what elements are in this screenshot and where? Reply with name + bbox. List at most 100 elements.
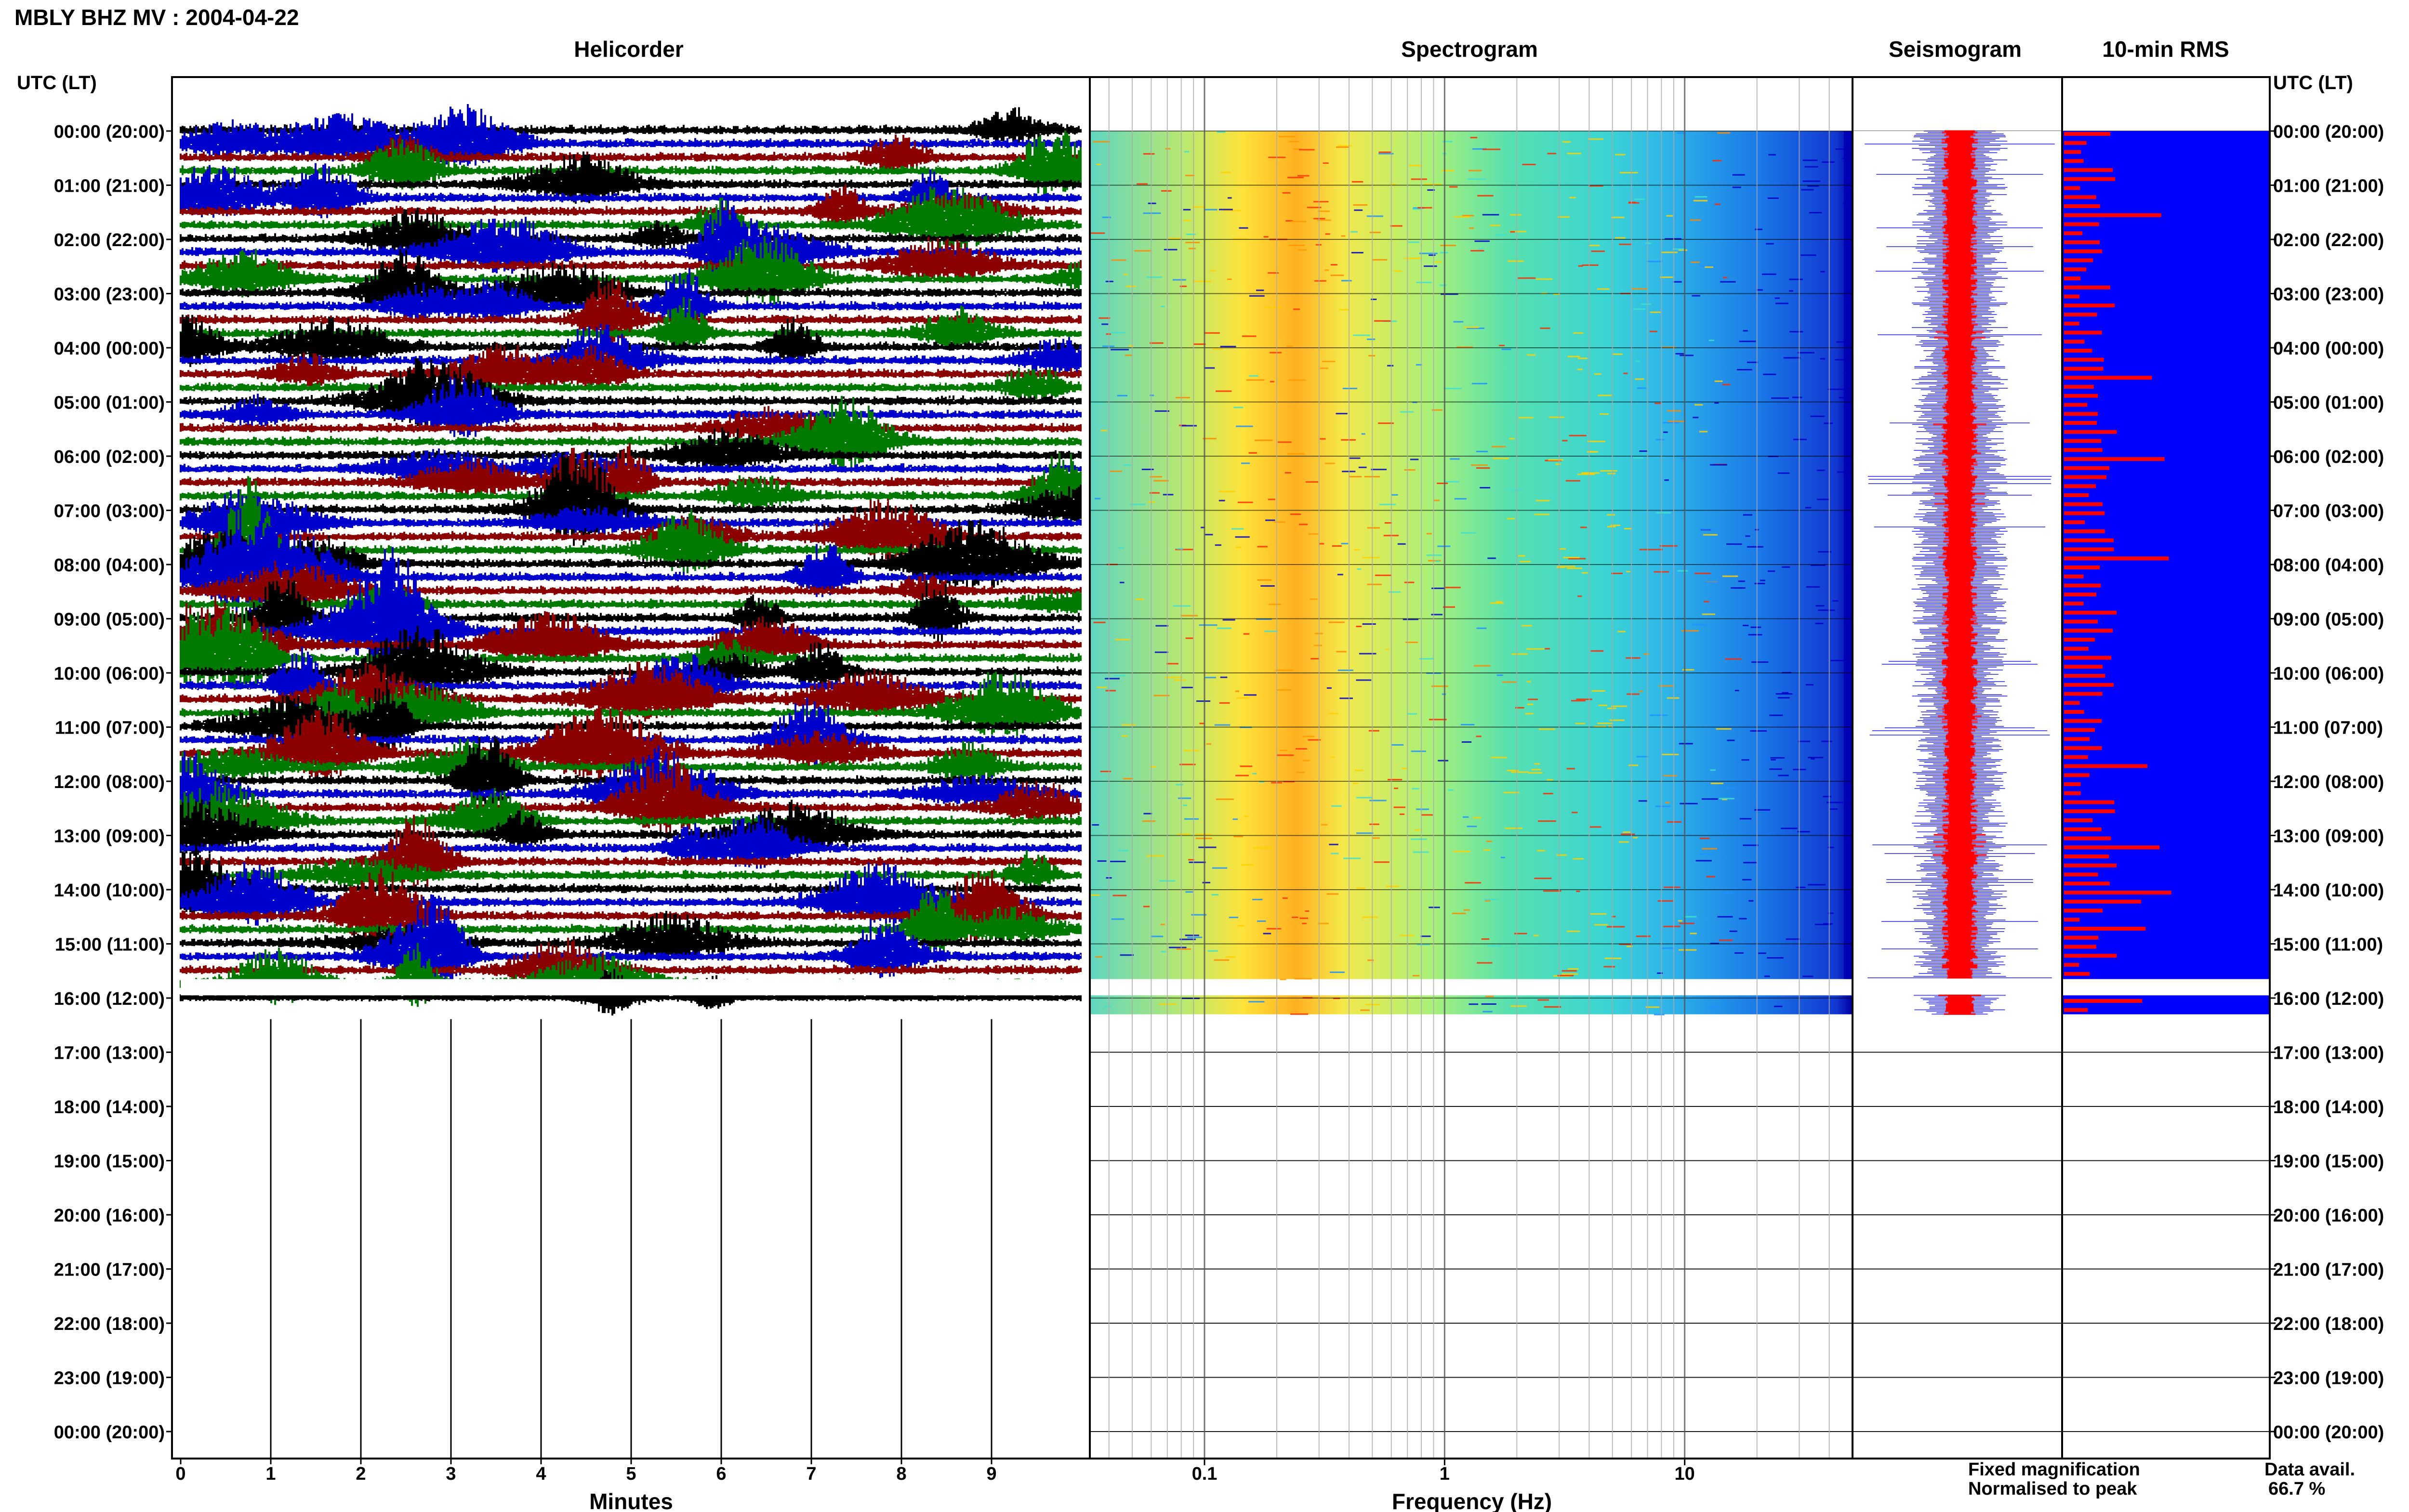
helicorder-speckle	[671, 751, 673, 752]
helicorder-speckle	[472, 499, 474, 500]
helicorder-speckle	[227, 433, 229, 434]
spectrogram-streak	[1385, 648, 1390, 650]
spectrogram-streak	[1607, 473, 1615, 474]
helicorder-speckle	[473, 243, 475, 244]
spectrogram-streak	[1416, 364, 1422, 366]
helicorder-speckle	[448, 200, 450, 202]
helicorder-speckle	[572, 317, 574, 319]
helicorder-speckle	[753, 519, 755, 520]
helicorder-speckle	[480, 587, 482, 589]
helicorder-speckle	[245, 606, 247, 608]
helicorder-speckle	[620, 912, 622, 914]
spectrogram-streak	[1310, 658, 1319, 660]
helicorder-speckle	[265, 443, 266, 444]
helicorder-speckle	[961, 419, 963, 420]
helicorder-speckle	[1014, 727, 1016, 728]
spectrogram-streak	[1667, 821, 1682, 823]
helicorder-speckle	[1011, 678, 1013, 679]
spectrogram-streak	[1359, 653, 1377, 655]
helicorder-speckle	[629, 626, 631, 628]
spectrogram-streak	[1798, 740, 1811, 742]
spectrogram-streak	[1832, 600, 1839, 602]
helicorder-speckle	[372, 355, 374, 356]
helicorder-speckle	[440, 406, 442, 408]
spectrogram-streak	[1562, 440, 1568, 442]
helicorder-speckle	[376, 171, 378, 172]
spectrogram-streak	[1518, 555, 1525, 557]
helicorder-speckle	[435, 201, 437, 203]
spectrogram-streak	[1482, 1011, 1493, 1012]
spectrogram-streak	[1814, 923, 1831, 925]
helicorder-speckle	[848, 669, 850, 671]
helicorder-speckle	[724, 842, 726, 844]
spectrogram-streak	[1352, 782, 1359, 784]
spectrogram-streak	[1183, 209, 1191, 210]
spectrogram-streak	[1534, 513, 1550, 515]
spectrogram-streak	[1664, 886, 1681, 888]
helicorder-speckle	[301, 133, 303, 134]
helicorder-speckle	[579, 402, 581, 404]
helicorder-speckle	[891, 492, 893, 493]
helicorder-speckle	[777, 158, 779, 160]
spectrogram-streak	[1771, 397, 1789, 399]
helicorder-speckle	[1046, 537, 1048, 538]
spectrogram-streak	[1153, 480, 1169, 482]
helicorder-speckle	[257, 387, 259, 389]
helicorder-speckle	[341, 502, 343, 504]
helicorder-speckle	[947, 485, 949, 486]
spectrogram-streak	[1205, 677, 1216, 679]
spectrogram-streak	[1269, 604, 1282, 605]
spectrogram-streak	[1358, 466, 1367, 468]
helicorder-speckle	[997, 349, 999, 350]
helicorder-speckle	[364, 772, 366, 773]
helicorder-speckle	[815, 487, 817, 489]
helicorder-speckle	[277, 508, 278, 510]
helicorder-speckle	[790, 888, 792, 890]
helicorder-speckle	[687, 432, 688, 434]
helicorder-speckle	[613, 926, 615, 927]
helicorder-speckle	[529, 344, 530, 345]
helicorder-speckle	[929, 499, 931, 500]
helicorder-speckle	[389, 148, 391, 149]
helicorder-speckle	[384, 889, 386, 891]
helicorder-speckle	[336, 466, 338, 468]
helicorder-speckle	[471, 671, 473, 672]
rms-bar	[2064, 556, 2169, 561]
helicorder-speckle	[439, 358, 441, 359]
spectrogram-streak	[1600, 470, 1617, 472]
helicorder-speckle	[604, 824, 606, 826]
spectrogram-streak	[1722, 799, 1727, 801]
spectrogram-streak	[1571, 812, 1578, 814]
spectrogram-streak	[1667, 697, 1680, 699]
helicorder-speckle	[565, 224, 567, 225]
helicorder-speckle	[288, 369, 290, 370]
rms-bar	[2064, 177, 2116, 181]
helicorder-speckle	[976, 730, 978, 731]
helicorder-speckle	[228, 658, 230, 659]
helicorder-speckle	[554, 243, 556, 244]
helicorder-speckle	[224, 184, 226, 185]
time-label-right: 01:00 (21:00)	[2273, 176, 2384, 197]
spectrogram-streak	[1324, 462, 1335, 464]
helicorder-speckle	[856, 813, 858, 814]
helicorder-speckle	[262, 634, 264, 635]
helicorder-speckle	[205, 151, 207, 153]
spectrogram-streak	[1215, 544, 1221, 546]
helicorder-speckle	[1002, 332, 1004, 333]
helicorder-speckle	[887, 437, 889, 439]
spectrogram-streak	[1324, 269, 1329, 271]
helicorder-speckle	[675, 978, 677, 979]
helicorder-speckle	[477, 221, 478, 222]
helicorder-speckle	[504, 570, 506, 571]
helicorder-speckle	[1072, 729, 1073, 730]
spectrogram-streak	[1802, 159, 1818, 161]
helicorder-speckle	[443, 615, 445, 617]
helicorder-speckle	[997, 870, 999, 871]
helicorder-speckle	[959, 608, 961, 610]
spectrogram-streak	[1260, 585, 1275, 587]
helicorder-speckle	[326, 878, 328, 879]
helicorder-speckle	[336, 753, 338, 754]
helicorder-speckle	[666, 238, 668, 240]
helicorder-speckle	[803, 337, 805, 338]
rms-bar	[2064, 972, 2090, 976]
